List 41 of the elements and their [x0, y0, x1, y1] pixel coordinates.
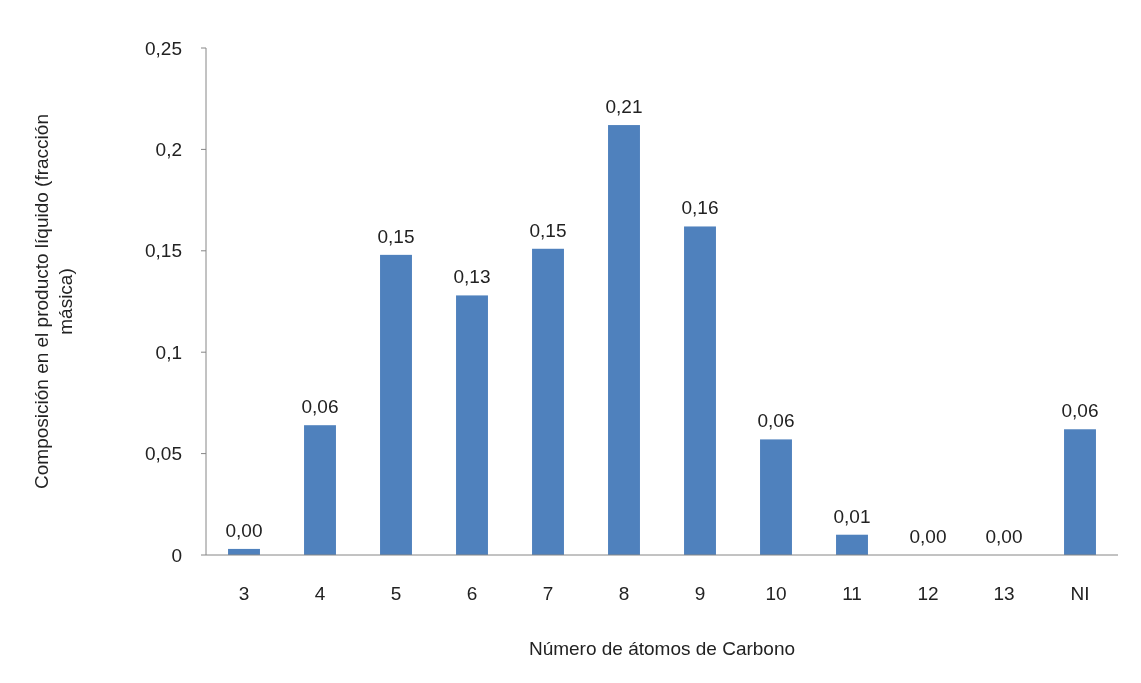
x-tick-label: 3 — [238, 583, 250, 604]
x-tick-label: 6 — [466, 583, 478, 604]
bar — [456, 295, 488, 555]
data-label: 0,01 — [833, 505, 871, 527]
data-label: 0,15 — [529, 219, 567, 241]
x-tick-label: 8 — [618, 583, 630, 604]
bar — [304, 425, 336, 555]
data-label: 0,21 — [605, 96, 643, 118]
bar — [380, 254, 412, 555]
bar — [760, 439, 792, 555]
x-tick-label: 7 — [542, 583, 554, 604]
bar — [684, 226, 716, 555]
y-tick-label: 0,15 — [145, 240, 182, 262]
x-tick-label: NI — [1070, 583, 1090, 604]
x-tick-label: 9 — [694, 583, 706, 604]
data-label: 0,00 — [225, 519, 263, 541]
x-tick-label: 11 — [842, 583, 862, 604]
bar — [1064, 429, 1096, 555]
bar — [608, 125, 640, 555]
y-tick-label: 0 — [171, 544, 182, 566]
y-tick-label: 0,1 — [155, 341, 182, 363]
data-label: 0,00 — [909, 526, 947, 547]
x-tick-label: 4 — [314, 583, 326, 604]
x-tick-label: 5 — [390, 583, 402, 604]
y-tick-label: 0,25 — [145, 37, 182, 59]
data-label: 0,06 — [757, 410, 795, 432]
x-tick-label: 10 — [765, 583, 787, 604]
data-label: 0,00 — [985, 526, 1023, 547]
y-axis-title: Composición en el producto líquido (fracción másica) — [31, 114, 76, 489]
data-label: 0,06 — [301, 396, 339, 418]
data-label: 0,15 — [377, 225, 415, 247]
x-tick-label: 12 — [917, 583, 939, 604]
bar — [836, 534, 868, 555]
y-tick-label: 0,2 — [155, 139, 182, 161]
x-tick-label: 13 — [993, 583, 1015, 604]
data-label: 0,06 — [1061, 400, 1099, 422]
data-label: 0,13 — [453, 266, 491, 288]
x-axis-title: Número de átomos de Carbono — [528, 638, 796, 659]
data-label: 0,16 — [681, 197, 719, 219]
bar — [532, 248, 564, 555]
y-tick-label: 0,05 — [145, 443, 182, 465]
